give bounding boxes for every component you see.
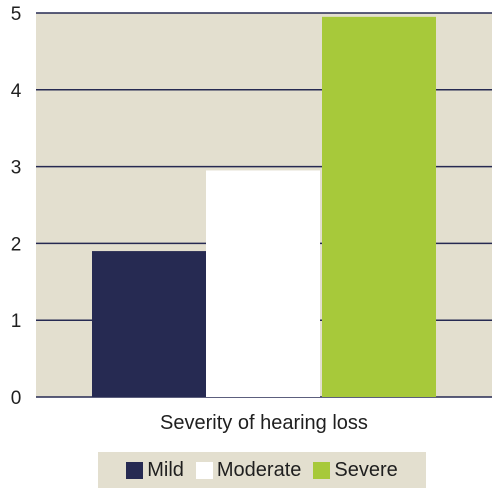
y-tick-label: 2 — [11, 234, 22, 255]
y-tick-label: 1 — [11, 311, 22, 332]
legend-label: Severe — [334, 458, 398, 481]
legend-swatch — [195, 461, 213, 479]
x-axis-title: Severity of hearing loss — [160, 412, 368, 434]
bar-chart: 0 1 2 3 4 5 Severity of hearing loss — [11, 4, 492, 434]
y-tick-label: 4 — [11, 81, 22, 102]
legend-swatch — [313, 461, 331, 479]
legend-item-severe: Severe — [313, 458, 398, 482]
legend-item-moderate: Moderate — [195, 458, 302, 482]
y-tick-label: 5 — [11, 4, 22, 25]
bar-severe — [322, 16, 436, 398]
legend-label: Moderate — [216, 458, 302, 481]
legend-item-mild: Mild — [126, 459, 184, 482]
y-tick-label: 0 — [11, 388, 22, 409]
legend-swatch — [126, 461, 144, 479]
legend: Mild Moderate Severe — [98, 452, 426, 488]
legend-label: Mild — [147, 458, 184, 481]
bars — [92, 16, 436, 398]
bar-moderate — [206, 170, 320, 397]
y-axis-tick-labels: 0 1 2 3 4 5 — [11, 4, 22, 409]
y-tick-label: 3 — [11, 158, 22, 179]
bar-mild — [92, 251, 206, 397]
